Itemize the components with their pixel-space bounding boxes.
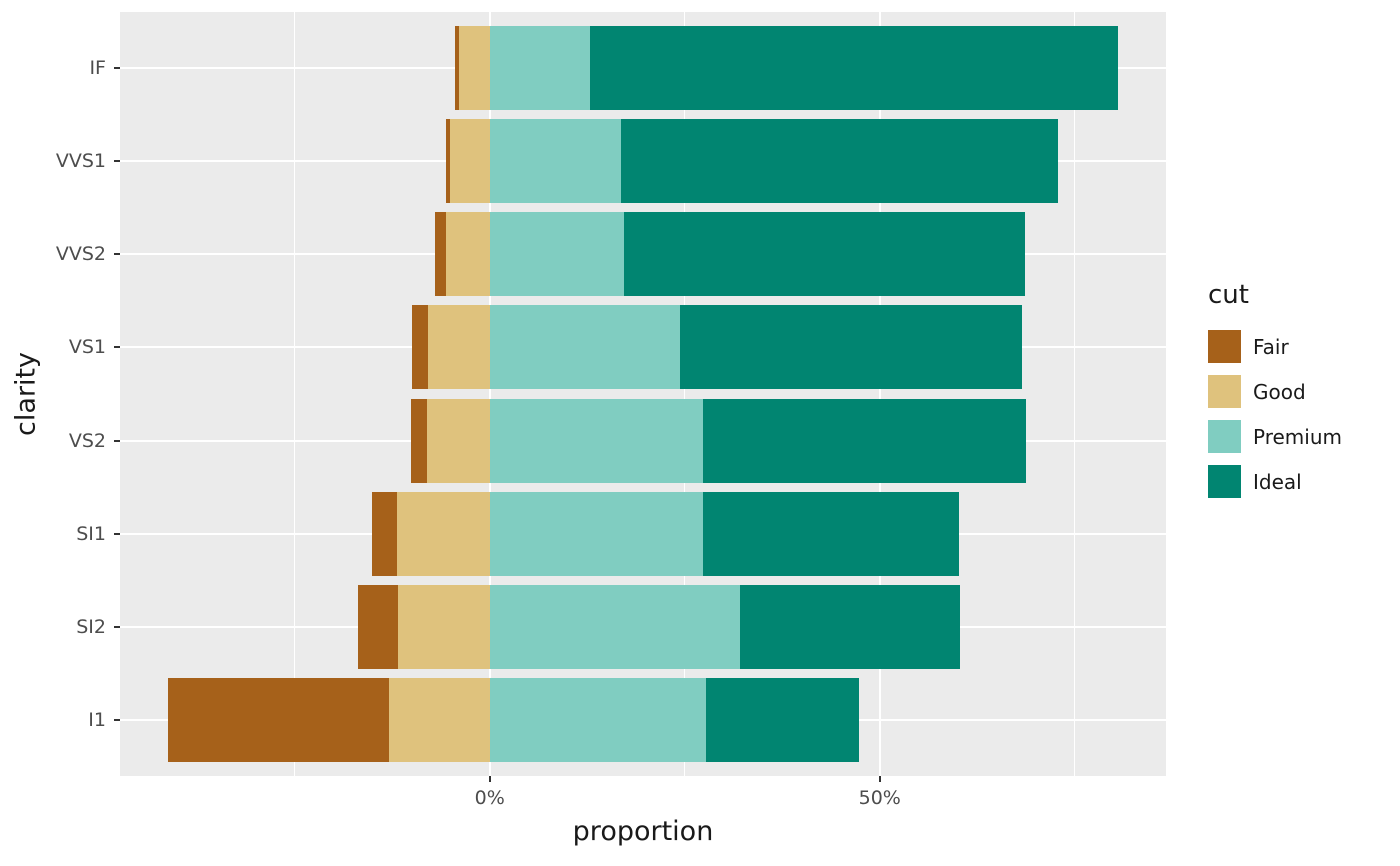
bar-segment-ideal	[589, 25, 1119, 110]
y-tick-label: SI2	[76, 615, 106, 638]
bar-segment-good	[445, 212, 490, 297]
x-tick-mark	[488, 776, 491, 782]
legend-item-good: Good	[1208, 375, 1342, 408]
x-tick-label: 50%	[858, 787, 901, 809]
x-axis-title: proportion	[572, 816, 714, 847]
legend-item-ideal: Ideal	[1208, 465, 1342, 498]
legend-label-good: Good	[1253, 379, 1306, 404]
legend-swatch-fair	[1208, 330, 1241, 363]
x-major-gridline	[488, 12, 491, 776]
bar-segment-good	[397, 585, 490, 669]
bar-segment-premium	[489, 491, 704, 576]
x-minor-gridline	[294, 12, 296, 776]
y-tick-mark	[114, 719, 120, 722]
legend-title: cut	[1208, 280, 1249, 310]
bar-segment-fair	[372, 491, 397, 576]
bar-segment-ideal	[703, 491, 959, 576]
bar-segment-good	[427, 398, 490, 483]
bar-segment-ideal	[703, 398, 1027, 483]
bar-segment-fair	[446, 119, 450, 203]
bar-segment-premium	[489, 305, 680, 390]
legend-item-fair: Fair	[1208, 330, 1342, 363]
bar-segment-fair	[411, 305, 428, 390]
bar-segment-good	[396, 491, 490, 576]
legend-label-ideal: Ideal	[1253, 469, 1302, 494]
y-tick-label: SI1	[76, 522, 106, 545]
bar-segment-premium	[489, 119, 622, 203]
y-tick-mark	[114, 253, 120, 256]
y-tick-label: IF	[89, 56, 106, 79]
bar-segment-ideal	[621, 119, 1059, 203]
x-minor-gridline	[684, 12, 686, 776]
legend-label-fair: Fair	[1253, 334, 1289, 359]
x-major-gridline	[878, 12, 881, 776]
bar-segment-ideal	[705, 678, 860, 762]
y-axis-title: clarity	[10, 351, 42, 437]
bar-segment-ideal	[679, 305, 1023, 390]
bar-segment-fair	[454, 25, 459, 110]
legend-swatch-good	[1208, 375, 1241, 408]
bar-segment-premium	[489, 212, 624, 297]
bar-segment-fair	[167, 678, 389, 762]
plot-panel	[120, 12, 1166, 776]
bar-segment-premium	[489, 585, 740, 669]
y-tick-label: VS2	[68, 429, 106, 452]
y-tick-mark	[114, 346, 120, 349]
x-minor-gridline	[1074, 12, 1076, 776]
bar-segment-good	[427, 305, 490, 390]
y-tick-label: VS1	[68, 336, 106, 359]
bar-segment-premium	[489, 25, 590, 110]
bar-segment-good	[450, 119, 490, 203]
y-tick-label: VVS2	[55, 243, 106, 266]
bar-segment-good	[458, 25, 490, 110]
bar-segment-ideal	[739, 585, 961, 669]
y-tick-mark	[114, 439, 120, 442]
y-tick-mark	[114, 532, 120, 535]
y-tick-label: I1	[88, 709, 106, 732]
x-tick-label: 0%	[474, 787, 505, 809]
legend: cut Fair Good Premium Ideal	[1208, 280, 1342, 510]
bar-segment-fair	[435, 212, 446, 297]
y-tick-mark	[114, 160, 120, 163]
legend-item-premium: Premium	[1208, 420, 1342, 453]
bar-segment-premium	[489, 398, 704, 483]
y-tick-label: VVS1	[55, 150, 106, 173]
legend-items: Fair Good Premium Ideal	[1208, 330, 1342, 498]
bar-segment-good	[388, 678, 490, 762]
y-tick-mark	[114, 66, 120, 69]
bar-segment-premium	[489, 678, 706, 762]
legend-label-premium: Premium	[1253, 424, 1342, 449]
bar-segment-fair	[410, 398, 428, 483]
legend-swatch-ideal	[1208, 465, 1241, 498]
bar-segment-ideal	[623, 212, 1025, 297]
x-tick-mark	[878, 776, 881, 782]
legend-swatch-premium	[1208, 420, 1241, 453]
bar-segment-fair	[358, 585, 398, 669]
y-tick-mark	[114, 625, 120, 628]
